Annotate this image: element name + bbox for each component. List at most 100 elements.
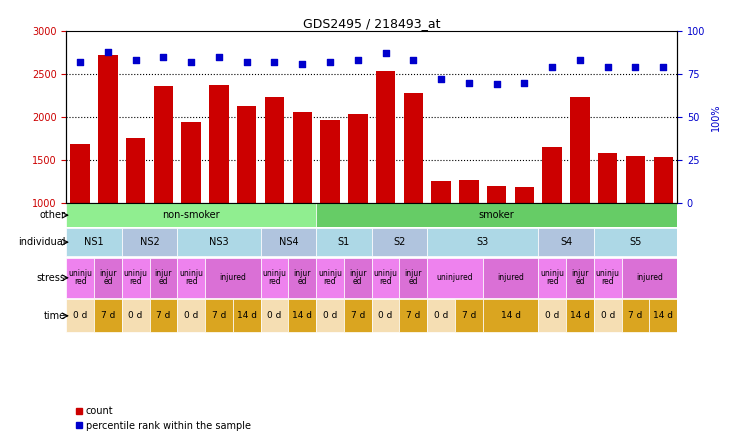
Text: injur
ed: injur ed — [571, 269, 589, 286]
Point — [213, 53, 225, 60]
FancyBboxPatch shape — [121, 299, 149, 332]
Bar — [320, 119, 340, 203]
FancyBboxPatch shape — [316, 203, 677, 227]
Text: uninju
red: uninju red — [318, 269, 342, 286]
FancyBboxPatch shape — [316, 299, 344, 332]
Bar — [209, 85, 229, 203]
FancyBboxPatch shape — [177, 299, 205, 332]
FancyBboxPatch shape — [400, 258, 427, 298]
Text: NS1: NS1 — [84, 237, 104, 247]
Text: stress: stress — [37, 273, 66, 283]
Bar — [292, 112, 312, 203]
Legend: count, percentile rank within the sample: count, percentile rank within the sample — [71, 402, 255, 435]
Text: 7 d: 7 d — [212, 311, 226, 320]
Text: injur
ed: injur ed — [99, 269, 116, 286]
FancyBboxPatch shape — [427, 299, 455, 332]
Text: 0 d: 0 d — [129, 311, 143, 320]
Text: 0 d: 0 d — [73, 311, 88, 320]
FancyBboxPatch shape — [261, 228, 316, 256]
Text: S3: S3 — [477, 237, 489, 247]
Point — [130, 57, 141, 64]
Point — [629, 63, 641, 71]
Bar — [570, 97, 590, 203]
FancyBboxPatch shape — [622, 299, 649, 332]
Text: S4: S4 — [560, 237, 572, 247]
Text: uninju
red: uninju red — [68, 269, 92, 286]
FancyBboxPatch shape — [483, 299, 538, 332]
FancyBboxPatch shape — [121, 228, 177, 256]
Point — [657, 63, 669, 71]
FancyBboxPatch shape — [94, 299, 121, 332]
FancyBboxPatch shape — [66, 203, 316, 227]
FancyBboxPatch shape — [344, 299, 372, 332]
Point — [519, 79, 531, 86]
Text: injur
ed: injur ed — [405, 269, 422, 286]
Text: 0 d: 0 d — [601, 311, 615, 320]
FancyBboxPatch shape — [594, 228, 677, 256]
FancyBboxPatch shape — [316, 228, 372, 256]
Bar — [98, 55, 118, 203]
FancyBboxPatch shape — [455, 299, 483, 332]
Point — [241, 59, 252, 66]
Text: uninju
red: uninju red — [374, 269, 397, 286]
FancyBboxPatch shape — [177, 228, 261, 256]
Text: uninju
red: uninju red — [179, 269, 203, 286]
Bar — [126, 139, 146, 203]
Point — [574, 57, 586, 64]
Bar — [376, 71, 395, 203]
Text: uninju
red: uninju red — [540, 269, 565, 286]
Point — [297, 60, 308, 67]
Bar — [265, 97, 284, 203]
Point — [546, 63, 558, 71]
Bar — [542, 147, 562, 203]
Text: 7 d: 7 d — [156, 311, 171, 320]
Point — [463, 79, 475, 86]
Point — [491, 81, 503, 88]
FancyBboxPatch shape — [316, 258, 344, 298]
Text: NS2: NS2 — [140, 237, 160, 247]
Point — [324, 59, 336, 66]
FancyBboxPatch shape — [538, 228, 594, 256]
FancyBboxPatch shape — [427, 258, 483, 298]
Text: 0 d: 0 d — [434, 311, 448, 320]
Text: individual: individual — [18, 237, 66, 247]
Text: NS3: NS3 — [209, 237, 229, 247]
Bar — [598, 153, 618, 203]
Bar — [487, 186, 506, 203]
Text: uninju
red: uninju red — [124, 269, 148, 286]
FancyBboxPatch shape — [149, 299, 177, 332]
FancyBboxPatch shape — [372, 299, 400, 332]
FancyBboxPatch shape — [66, 299, 94, 332]
Text: S5: S5 — [629, 237, 642, 247]
FancyBboxPatch shape — [594, 258, 622, 298]
Text: non-smoker: non-smoker — [163, 210, 220, 220]
FancyBboxPatch shape — [94, 258, 121, 298]
Text: S1: S1 — [338, 237, 350, 247]
FancyBboxPatch shape — [66, 258, 94, 298]
Text: 14 d: 14 d — [654, 311, 673, 320]
FancyBboxPatch shape — [233, 299, 261, 332]
FancyBboxPatch shape — [427, 228, 538, 256]
Bar — [348, 114, 367, 203]
Point — [435, 75, 447, 83]
Text: 0 d: 0 d — [323, 311, 337, 320]
Text: 14 d: 14 d — [500, 311, 520, 320]
FancyBboxPatch shape — [289, 258, 316, 298]
Point — [185, 59, 197, 66]
Text: 0 d: 0 d — [378, 311, 393, 320]
Text: 14 d: 14 d — [292, 311, 312, 320]
Text: uninju
red: uninju red — [595, 269, 620, 286]
FancyBboxPatch shape — [483, 258, 538, 298]
Text: injur
ed: injur ed — [155, 269, 172, 286]
Text: 0 d: 0 d — [184, 311, 199, 320]
Point — [408, 57, 420, 64]
FancyBboxPatch shape — [622, 258, 677, 298]
Text: injur
ed: injur ed — [349, 269, 367, 286]
FancyBboxPatch shape — [344, 258, 372, 298]
Bar — [403, 93, 423, 203]
FancyBboxPatch shape — [205, 258, 261, 298]
Text: uninju
red: uninju red — [263, 269, 286, 286]
FancyBboxPatch shape — [538, 299, 566, 332]
Text: S2: S2 — [393, 237, 406, 247]
Bar — [459, 180, 478, 203]
